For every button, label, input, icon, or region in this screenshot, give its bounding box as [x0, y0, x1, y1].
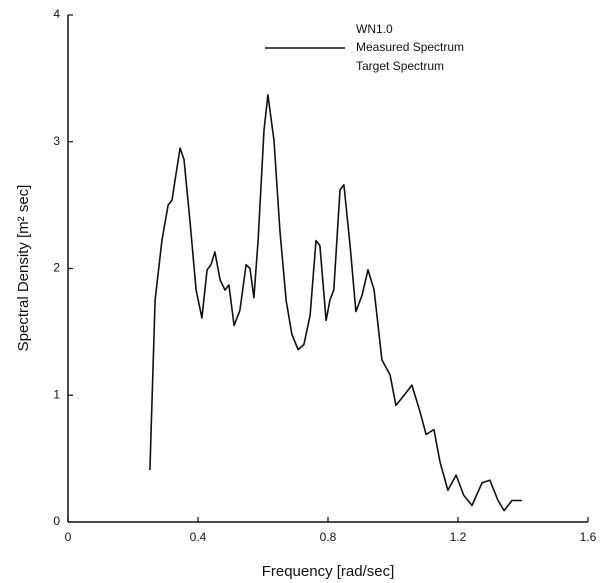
legend-label: Measured Spectrum: [356, 40, 464, 54]
legend-label: Target Spectrum: [356, 59, 444, 73]
y-tick-label: 2: [53, 261, 60, 275]
y-tick-label: 4: [53, 7, 60, 21]
x-tick-label: 1.2: [450, 530, 467, 544]
series-line: [149, 94, 522, 512]
y-tick-label: 0: [53, 514, 60, 528]
legend-title: WN1.0: [356, 22, 393, 36]
y-tick-label: 3: [53, 134, 60, 148]
x-tick-label: 1.6: [580, 530, 597, 544]
x-axis-title: Frequency [rad/sec]: [262, 563, 395, 580]
y-tick-label: 1: [53, 387, 60, 401]
y-axis-title: Spectral Density [m² sec]: [15, 185, 32, 352]
x-tick-label: 0: [65, 530, 72, 544]
x-tick-label: 0.4: [190, 530, 207, 544]
x-tick-label: 0.8: [320, 530, 337, 544]
